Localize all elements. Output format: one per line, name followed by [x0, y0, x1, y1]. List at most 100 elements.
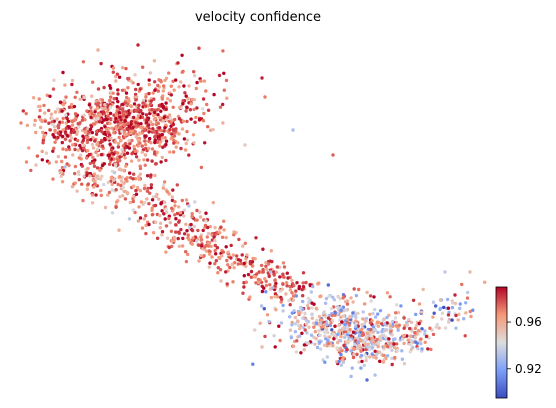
- scatter-point: [343, 300, 348, 304]
- scatter-point: [90, 142, 95, 147]
- scatter-point: [376, 324, 381, 328]
- scatter-point: [43, 133, 47, 137]
- scatter-point: [225, 258, 229, 263]
- scatter-point: [413, 335, 418, 340]
- scatter-point: [196, 228, 200, 233]
- scatter-point: [134, 155, 139, 159]
- scatter-point: [431, 300, 436, 304]
- scatter-point: [64, 126, 68, 131]
- scatter-point: [192, 224, 196, 229]
- scatter-point: [363, 337, 367, 342]
- scatter-point: [218, 268, 223, 272]
- scatter-point: [386, 345, 390, 349]
- scatter-point: [335, 346, 339, 351]
- scatter-point: [35, 154, 40, 158]
- scatter-point: [144, 214, 148, 218]
- scatter-point: [129, 159, 134, 163]
- scatter-point: [114, 200, 119, 204]
- scatter-point: [88, 127, 93, 131]
- scatter-point: [354, 293, 359, 298]
- scatter-point: [143, 146, 148, 151]
- scatter-point: [116, 88, 120, 92]
- scatter-point: [414, 323, 419, 328]
- scatter-point: [340, 320, 344, 324]
- scatter-point: [226, 263, 230, 267]
- scatter-point: [193, 120, 197, 125]
- scatter-point: [102, 162, 107, 166]
- scatter-point: [63, 165, 67, 169]
- scatter-point: [319, 294, 323, 298]
- scatter-point: [147, 146, 151, 151]
- scatter-point: [156, 89, 160, 93]
- scatter-point: [154, 162, 158, 166]
- scatter-point: [273, 345, 277, 349]
- scatter-point: [177, 231, 181, 235]
- scatter-point: [164, 207, 168, 211]
- scatter-point: [147, 222, 151, 227]
- scatter-point: [110, 188, 115, 192]
- scatter-point: [341, 296, 345, 300]
- scatter-point: [261, 247, 265, 251]
- scatter-point: [376, 341, 380, 345]
- scatter-point: [25, 123, 30, 128]
- scatter-point: [290, 291, 294, 295]
- scatter-point: [141, 202, 145, 206]
- scatter-point: [185, 129, 189, 134]
- scatter-point: [143, 163, 147, 167]
- scatter-point: [362, 363, 366, 368]
- scatter-point: [114, 79, 118, 83]
- scatter-point: [197, 243, 201, 247]
- scatter-point: [141, 112, 145, 116]
- scatter-point: [206, 108, 211, 113]
- scatter-point: [133, 92, 138, 97]
- scatter-point: [281, 303, 285, 308]
- scatter-point: [206, 125, 210, 129]
- scatter-point: [274, 308, 278, 312]
- scatter-point: [153, 173, 157, 178]
- scatter-point: [98, 113, 103, 117]
- scatter-point: [137, 175, 141, 179]
- scatter-point: [201, 119, 206, 123]
- scatter-point: [301, 285, 306, 289]
- scatter-point: [219, 279, 223, 283]
- scatter-point: [285, 281, 289, 285]
- scatter-point: [395, 342, 399, 346]
- scatter-point: [428, 326, 432, 330]
- scatter-point: [336, 332, 340, 336]
- scatter-point: [56, 107, 60, 111]
- scatter-point: [202, 254, 206, 258]
- scatter-point: [85, 173, 89, 177]
- colorbar: 0.92 0.96: [495, 286, 542, 399]
- scatter-point: [189, 102, 193, 106]
- scatter-point: [118, 195, 122, 199]
- scatter-point: [181, 236, 185, 241]
- scatter-point: [123, 197, 128, 201]
- scatter-point: [372, 340, 376, 344]
- scatter-point: [67, 147, 72, 152]
- scatter-point: [91, 178, 95, 182]
- scatter-point: [176, 61, 180, 65]
- scatter-point: [53, 110, 58, 114]
- scatter-point: [192, 107, 196, 112]
- scatter-point: [303, 328, 307, 332]
- scatter-point: [120, 66, 125, 70]
- scatter-point: [85, 109, 89, 113]
- scatter-point: [149, 186, 153, 190]
- scatter-point: [306, 306, 311, 310]
- scatter-point: [119, 152, 124, 157]
- scatter-point: [269, 295, 274, 300]
- scatter-point: [363, 353, 367, 357]
- scatter-point: [99, 153, 104, 157]
- scatter-point: [305, 331, 309, 335]
- scatter-point: [140, 150, 144, 154]
- scatter-point: [259, 304, 264, 308]
- scatter-point: [312, 325, 316, 329]
- scatter-point: [145, 197, 149, 201]
- scatter-point: [376, 330, 380, 335]
- scatter-point: [159, 201, 163, 205]
- scatter-point: [66, 134, 70, 138]
- scatter-point: [122, 114, 126, 118]
- scatter-point: [212, 235, 216, 239]
- scatter-point: [70, 123, 75, 127]
